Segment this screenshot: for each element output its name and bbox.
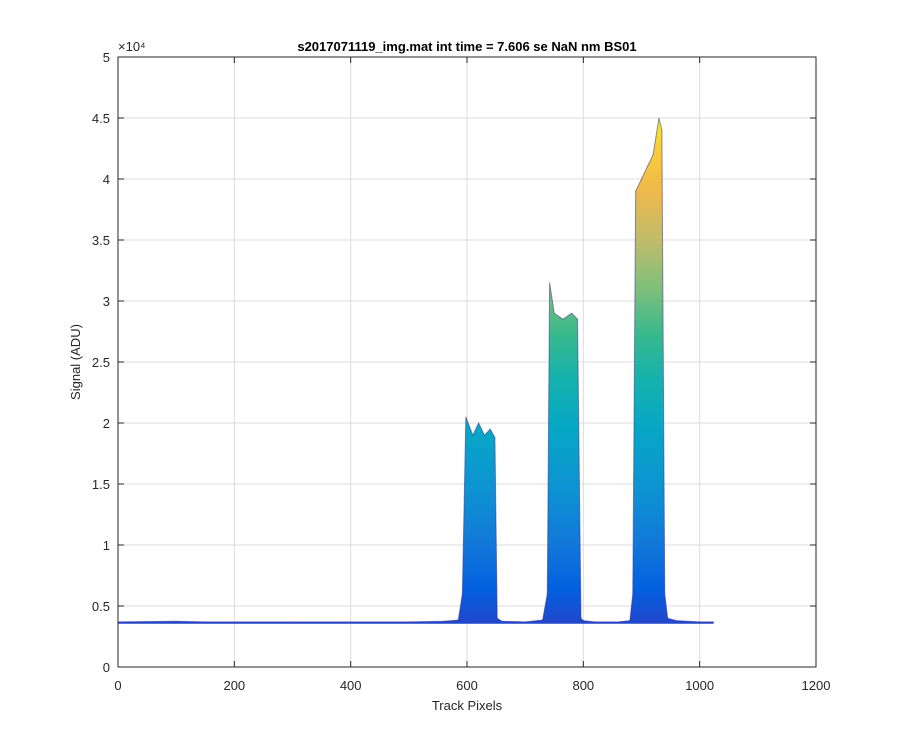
signal-point (632, 593, 634, 595)
signal-point (576, 318, 579, 320)
y-tick-label: 3.5 (92, 233, 110, 248)
signal-point (291, 621, 294, 623)
y-tick-label: 1 (103, 538, 110, 553)
signal-point (489, 428, 491, 430)
x-tick-labels: 0 200 400 600 800 1000 1200 (114, 678, 830, 693)
x-tick-label: 200 (223, 678, 245, 693)
signal-point (175, 620, 177, 622)
x-axis-label: Track Pixels (432, 698, 503, 713)
signal-series (117, 117, 715, 624)
y-tick-label: 3 (103, 294, 110, 309)
signal-point (548, 282, 551, 284)
x-tick-label: 0 (114, 678, 121, 693)
y-exponent-label: ×10⁴ (118, 39, 146, 54)
signal-point (457, 619, 459, 621)
signal-point (667, 617, 669, 619)
signal-point (617, 621, 619, 623)
signal-point (580, 617, 582, 619)
signal-point (661, 129, 663, 131)
signal-point (472, 434, 474, 436)
signal-area (118, 118, 714, 624)
y-tick-label: 1.5 (92, 477, 110, 492)
signal-point (478, 422, 480, 424)
chart-title: s2017071119_img.mat int time = 7.606 se … (297, 39, 636, 54)
signal-point (553, 312, 555, 314)
tick-marks (117, 56, 817, 668)
signal-point (233, 621, 235, 623)
signal-line (117, 117, 714, 623)
signal-point (658, 117, 660, 119)
signal-point (494, 437, 496, 439)
signal-point (483, 434, 486, 436)
y-tick-label: 0 (103, 660, 110, 675)
x-tick-label: 400 (340, 678, 362, 693)
signal-point (582, 620, 584, 622)
y-tick-label: 2.5 (92, 355, 110, 370)
signal-point (664, 593, 666, 595)
y-tick-label: 2 (103, 416, 110, 431)
signal-point (594, 621, 596, 623)
y-tick-label: 4 (103, 172, 110, 187)
x-tick-label: 600 (456, 678, 478, 693)
signal-point (546, 593, 548, 595)
signal-point (635, 190, 637, 192)
signal-point (542, 619, 544, 621)
signal-point (350, 621, 352, 623)
signal-point (443, 620, 445, 622)
signal-point (713, 621, 715, 623)
signal-point (461, 593, 463, 595)
signal-point (675, 620, 678, 622)
signal-point (652, 154, 654, 156)
y-tick-label: 0.5 (92, 599, 110, 614)
signal-point (465, 416, 467, 418)
y-axis-label: Signal (ADU) (68, 324, 83, 400)
x-tick-label: 1200 (802, 678, 831, 693)
signal-point (699, 621, 701, 623)
y-tick-label: 4.5 (92, 111, 110, 126)
signal-point (524, 621, 526, 623)
signal-point (204, 621, 206, 623)
x-tick-label: 800 (572, 678, 594, 693)
signal-point (562, 318, 564, 320)
signal-point (640, 178, 643, 180)
signal-point (408, 621, 410, 623)
signal-point (629, 620, 631, 622)
x-tick-label: 1000 (685, 678, 714, 693)
signal-point (496, 617, 498, 619)
y-tick-labels: 0 0.5 1 1.5 2 2.5 3 3.5 4 4.5 5 (92, 50, 110, 675)
signal-point (571, 312, 573, 314)
signal-point (501, 620, 503, 622)
y-tick-label: 5 (103, 50, 110, 65)
signal-point (646, 166, 648, 168)
